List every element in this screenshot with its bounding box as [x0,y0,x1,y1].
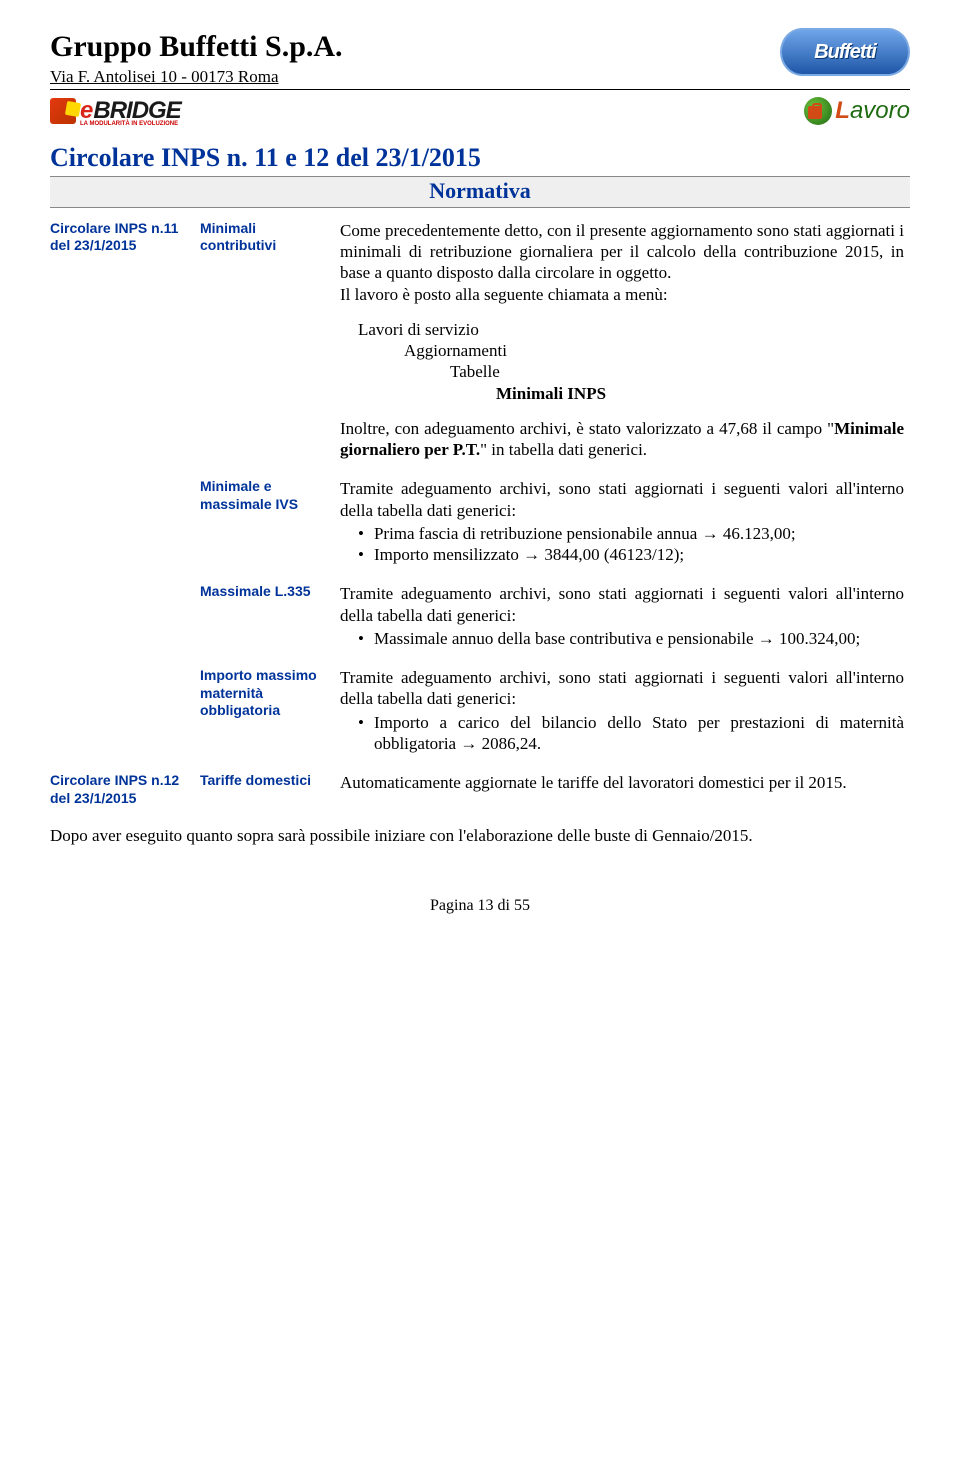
list-item: Massimale annuo della base contributiva … [340,628,904,649]
sub-logo-row: eBRIDGE LA MODULARITÀ IN EVOLUZIONE Lavo… [50,96,910,126]
row1-p3: Inoltre, con adeguamento archivi, è stat… [340,418,904,461]
row2-b1b: 46.123,00; [719,524,796,543]
ebridge-word: BRIDGE [93,97,180,124]
section-title: Circolare INPS n. 11 e 12 del 23/1/2015 [50,142,910,175]
arrow-icon: → [758,629,775,648]
row1-mid: Minimali contributivi [200,216,340,475]
row5-mid: Tariffe domestici [200,768,340,821]
row3-b1b: 100.324,00; [775,629,860,648]
buffetti-logo-text: Buffetti [814,40,876,65]
ebridge-subtitle: LA MODULARITÀ IN EVOLUZIONE [80,123,181,126]
lavoro-logo: Lavoro [804,96,910,126]
lavoro-text: Lavoro [835,96,910,126]
table-row: Importo massimo maternità obbligatoria T… [50,663,910,768]
buffetti-logo: Buffetti [780,28,910,76]
menu-l1: Lavori di servizio [358,319,904,340]
table-row: Massimale L.335 Tramite adeguamento arch… [50,579,910,663]
row2-b2b: 3844,00 (46123/12); [540,545,684,564]
row4-b1b: 2086,24. [477,734,541,753]
row2-mid: Minimale e massimale IVS [200,474,340,579]
table-row: Minimale e massimale IVS Tramite adeguam… [50,474,910,579]
list-item: Prima fascia di retribuzione pensionabil… [340,523,904,544]
ebridge-e: e [80,97,93,124]
row2-b2a: Importo mensilizzato [374,545,523,564]
lavoro-rest: avoro [850,97,910,124]
row1-p3c: " in tabella dati generici. [480,440,647,459]
list-item: Importo a carico del bilancio dello Stat… [340,712,904,755]
arrow-icon: → [460,734,477,753]
section-subtitle: Normativa [50,176,910,208]
letterhead-left: Gruppo Buffetti S.p.A. Via F. Antolisei … [50,28,343,87]
row5-left: Circolare INPS n.12 del 23/1/2015 [50,768,200,821]
lavoro-briefcase-icon [804,97,832,125]
row4-left [50,663,200,768]
company-name: Gruppo Buffetti S.p.A. [50,28,343,66]
arrow-icon: → [523,545,540,564]
company-address: Via F. Antolisei 10 - 00173 Roma [50,66,343,87]
row1-p1: Come precedentemente detto, con il prese… [340,220,904,284]
row2-left [50,474,200,579]
row4-p1: Tramite adeguamento archivi, sono stati … [340,667,904,710]
menu-path: Lavori di servizio Aggiornamenti Tabelle… [358,319,904,404]
row2-p1: Tramite adeguamento archivi, sono stati … [340,478,904,521]
closing-paragraph: Dopo aver eseguito quanto sopra sarà pos… [50,825,910,846]
row4-b1a: Importo a carico del bilancio dello Stat… [374,713,904,753]
row3-left [50,579,200,663]
menu-l3: Tabelle [450,361,904,382]
lavoro-l: L [835,97,850,124]
row2-b1a: Prima fascia di retribuzione pensionabil… [374,524,702,543]
table-row: Circolare INPS n.12 del 23/1/2015 Tariff… [50,768,910,821]
menu-l4: Minimali INPS [496,383,904,404]
row3-body: Tramite adeguamento archivi, sono stati … [340,579,910,663]
row4-mid: Importo massimo maternità obbligatoria [200,663,340,768]
row3-b1a: Massimale annuo della base contributiva … [374,629,758,648]
page-footer: Pagina 13 di 55 [50,896,910,916]
letterhead: Gruppo Buffetti S.p.A. Via F. Antolisei … [50,28,910,90]
row3-mid: Massimale L.335 [200,579,340,663]
row1-left: Circolare INPS n.11 del 23/1/2015 [50,216,200,475]
row5-p1: Automaticamente aggiornate le tariffe de… [340,772,904,793]
row3-p1: Tramite adeguamento archivi, sono stati … [340,583,904,626]
table-row: Circolare INPS n.11 del 23/1/2015 Minima… [50,216,910,475]
row1-body: Come precedentemente detto, con il prese… [340,216,910,475]
menu-l2: Aggiornamenti [404,340,904,361]
ebridge-box-icon [50,98,76,124]
arrow-icon: → [702,524,719,543]
ebridge-text: eBRIDGE LA MODULARITÀ IN EVOLUZIONE [80,96,181,126]
row2-bullets: Prima fascia di retribuzione pensionabil… [340,523,904,566]
ebridge-logo: eBRIDGE LA MODULARITÀ IN EVOLUZIONE [50,96,181,126]
row5-body: Automaticamente aggiornate le tariffe de… [340,768,910,821]
row3-bullets: Massimale annuo della base contributiva … [340,628,904,649]
row1-p2: Il lavoro è posto alla seguente chiamata… [340,284,904,305]
row4-bullets: Importo a carico del bilancio dello Stat… [340,712,904,755]
row4-body: Tramite adeguamento archivi, sono stati … [340,663,910,768]
content-table: Circolare INPS n.11 del 23/1/2015 Minima… [50,216,910,821]
row2-body: Tramite adeguamento archivi, sono stati … [340,474,910,579]
list-item: Importo mensilizzato → 3844,00 (46123/12… [340,544,904,565]
row1-p3a: Inoltre, con adeguamento archivi, è stat… [340,419,834,438]
